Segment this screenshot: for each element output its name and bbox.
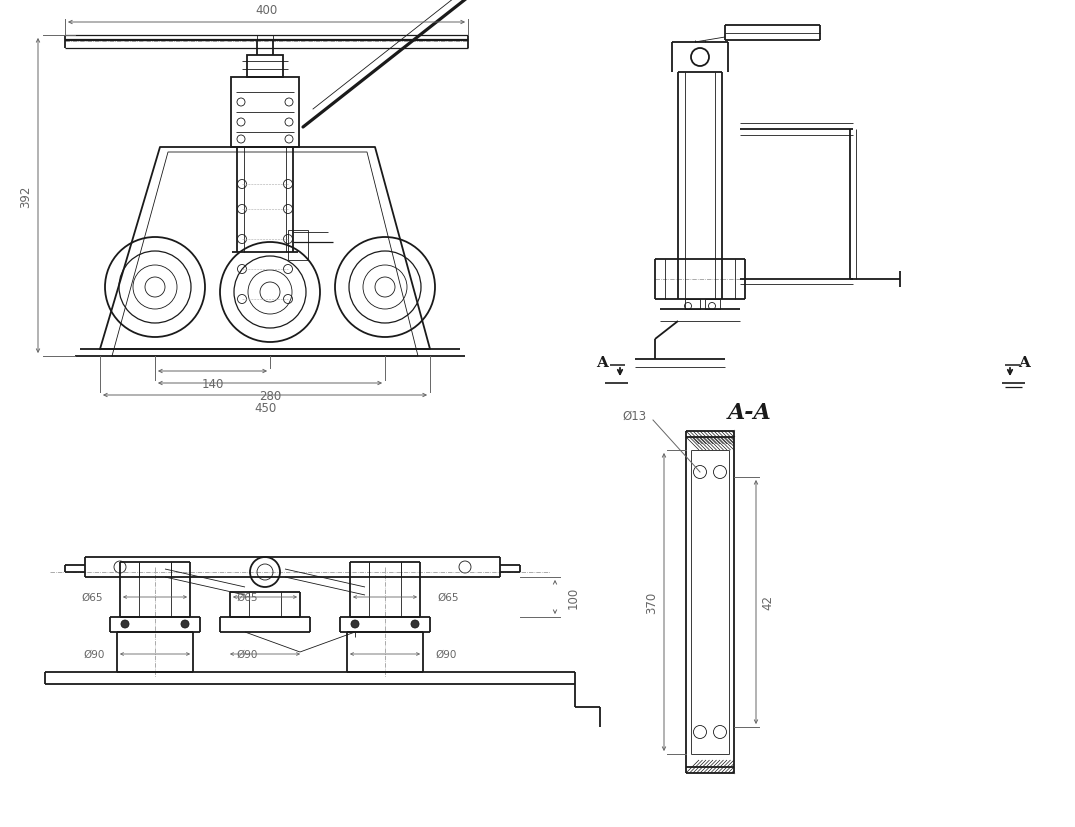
Text: 450: 450 [254,402,276,414]
Text: 280: 280 [259,390,282,403]
Bar [288,231,309,261]
Text: 370: 370 [645,591,659,614]
Bar [685,299,700,309]
Circle shape [181,620,189,629]
Text: 42: 42 [761,595,774,609]
Text: Ø90: Ø90 [236,649,258,659]
Text: 400: 400 [256,4,277,17]
Text: A: A [1018,356,1030,370]
Text: Ø90: Ø90 [84,649,105,659]
Text: Ø65: Ø65 [438,592,459,602]
Text: A: A [596,356,608,370]
Text: 392: 392 [19,185,32,208]
Text: Ø65: Ø65 [236,592,258,602]
Bar [231,78,299,148]
Text: Ø13: Ø13 [622,409,647,422]
Text: 100: 100 [567,586,580,609]
Text: A-A: A-A [728,402,772,423]
Bar [247,56,283,78]
Circle shape [411,620,419,629]
Circle shape [121,620,129,629]
Text: Ø65: Ø65 [82,592,103,602]
Text: 140: 140 [201,378,224,390]
Text: Ø90: Ø90 [435,649,457,659]
Circle shape [352,620,359,629]
Bar [705,299,720,309]
